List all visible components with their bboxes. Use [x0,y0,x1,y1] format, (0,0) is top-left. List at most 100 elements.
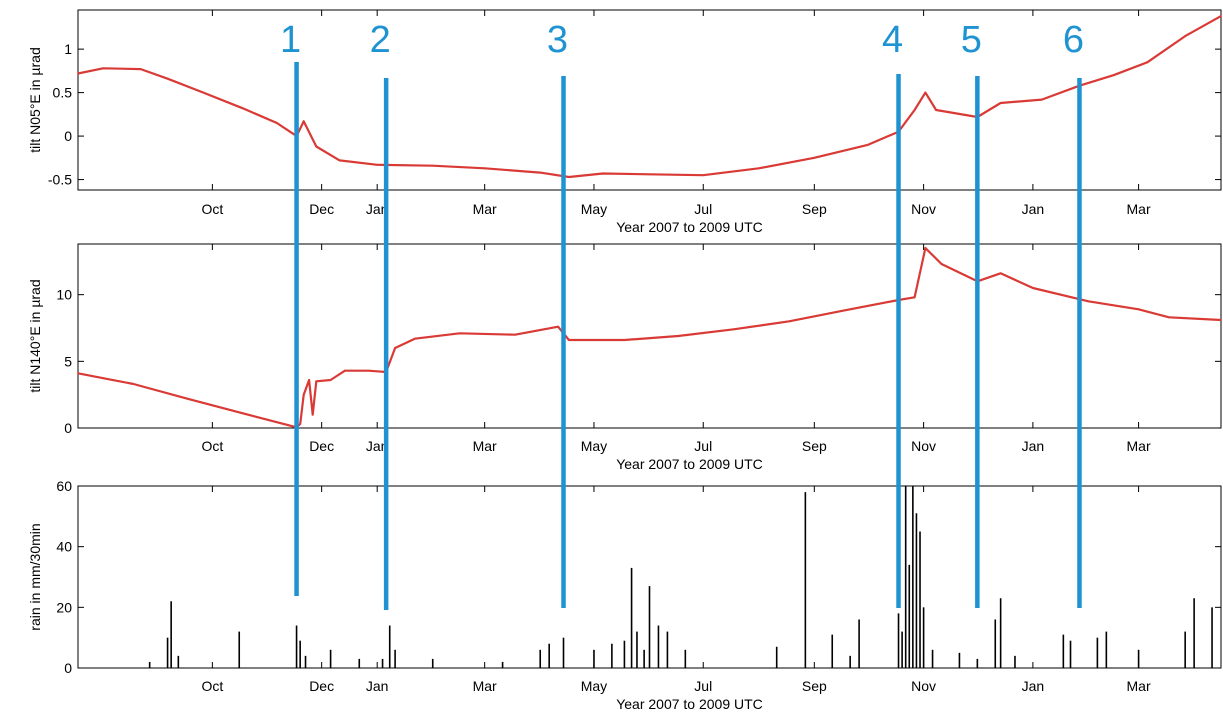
data-point [241,412,244,415]
event-label: 3 [547,19,568,61]
data-point [315,380,318,383]
data-point [329,379,332,381]
data-point [1031,287,1034,289]
x-tick-label: Mar [1127,678,1151,694]
data-point [999,272,1002,275]
plot-frame [77,9,1222,191]
data-point [458,332,461,335]
data-point [302,393,305,396]
data-point [338,159,341,162]
data-point [924,247,927,249]
x-tick-label: Dec [309,438,334,454]
x-tick-label: Oct [201,678,223,694]
x-tick-label: Mar [473,438,497,454]
y-tick-label: 1 [64,41,72,57]
data-point [567,339,570,341]
data-point [1184,35,1187,37]
data-point [1087,300,1090,303]
y-tick-label: 0 [64,660,72,676]
x-tick-label: Jan [366,678,389,694]
y-tick-label: 0.5 [53,85,73,101]
y-tick-label: 0 [64,420,72,436]
data-point [913,296,916,299]
data-point [132,383,135,385]
data-point [677,335,680,337]
data-point [602,172,604,175]
x-tick-label: Dec [309,201,334,217]
data-point [483,167,486,170]
x-tick-label: May [581,201,607,217]
data-point [376,163,379,166]
tilt-n05-panel: Oct Dec Jan Mar May Jul Sep Nov Jan Mar -0.5 0 0.5 1 Y… [27,9,1222,235]
event-label: 2 [370,19,391,61]
data-point [623,339,626,341]
data-point [867,143,869,146]
data-point [302,120,305,123]
y-tick-label: 20 [56,599,72,615]
x-tick-label: Jan [1022,438,1045,454]
x-tick-label: Mar [473,201,497,217]
x-tick-label: Mar [473,678,497,694]
tilt-n140-panel: Oct Dec Jan Mar May Jul Sep Nov Jan Mar 0 5 10 Year 2… [27,243,1222,472]
tilt-series-line [77,15,1222,179]
x-tick-label: Nov [911,678,936,694]
data-point [413,337,416,340]
data-point [999,102,1002,104]
x-tick-label: Jul [694,678,712,694]
y-axis-label: tilt N140°E in µrad [27,279,43,392]
rain-panel: Oct Dec Jan Mar May Jul Sep Nov Jan Mar 0 20 40 60 Yea… [27,478,1222,712]
data-point [102,67,104,70]
event-label: 4 [882,19,903,61]
x-tick-label: May [581,678,607,694]
data-point [311,413,314,416]
data-point [1040,98,1043,101]
data-point [1146,61,1149,64]
data-point [77,72,79,75]
x-axis-label: Year 2007 to 2009 UTC [616,456,763,472]
x-tick-label: Oct [201,438,223,454]
data-point [935,109,938,111]
data-point [1112,74,1115,77]
x-axis-label: Year 2007 to 2009 UTC [616,219,763,235]
event-markers: 1 2 3 4 5 6 [280,19,1084,610]
x-tick-label: Oct [201,201,223,217]
data-point [539,171,542,174]
x-tick-label: Sep [802,201,827,217]
event-label: 5 [961,19,982,61]
data-point [813,156,816,159]
y-axis-label: tilt N05°E in µrad [27,47,43,153]
tilt-series-line [77,246,1222,429]
data-point [702,174,705,177]
data-point [842,309,844,312]
y-tick-label: -0.5 [48,172,72,188]
data-point [275,122,278,124]
data-point [344,369,346,372]
data-point [367,369,370,372]
x-tick-label: Nov [911,438,936,454]
data-point [166,77,169,80]
plot-frame [77,243,1222,429]
data-point [308,379,311,381]
data-point [202,91,205,94]
data-point [514,333,517,336]
x-tick-label: May [581,438,607,454]
data-point [315,145,318,148]
data-point [1220,15,1222,17]
x-tick-label: Jan [366,438,389,454]
x-tick-label: Sep [802,438,827,454]
data-point [788,320,791,323]
x-tick-label: Sep [802,678,827,694]
y-tick-label: 0 [64,128,72,144]
data-point [139,68,142,71]
data-point [732,328,735,331]
data-point [648,173,651,176]
x-tick-label: Jan [1022,201,1045,217]
y-tick-label: 10 [56,287,72,303]
x-tick-label: Mar [1127,201,1151,217]
data-point [241,107,244,110]
data-point [940,263,943,265]
x-tick-label: Mar [1127,438,1151,454]
y-tick-label: 5 [64,353,72,369]
x-tick-label: Jul [694,201,712,217]
